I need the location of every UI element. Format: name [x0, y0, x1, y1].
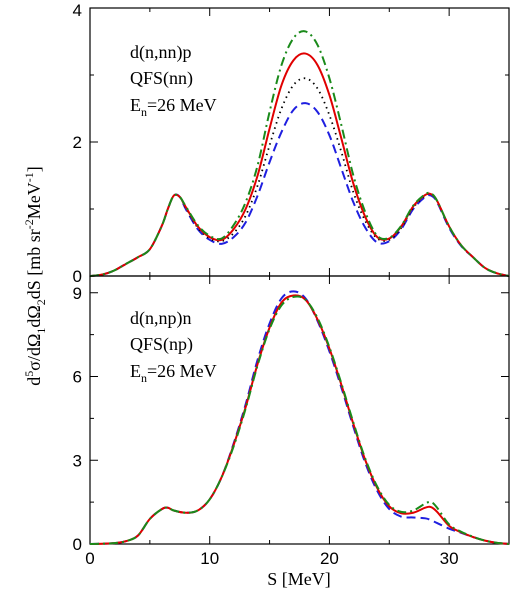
x-axis-label: S [MeV] — [267, 569, 331, 589]
bottom-y-tick-label: 3 — [73, 451, 82, 470]
top-y-tick-label: 4 — [73, 1, 82, 20]
top-annotation-energy: En=26 MeV — [130, 95, 217, 119]
bottom-annotation-reaction: d(n,np)n — [130, 308, 192, 329]
bottom-series — [89, 290, 510, 545]
top-annotation-qfs: QFS(nn) — [130, 68, 193, 89]
bottom-annotation-energy: En=26 MeV — [130, 361, 217, 385]
top-series — [89, 30, 510, 277]
top-ticks: 0 2 4 — [73, 1, 510, 286]
y-axis-label: d5σ/dΩ1dΩ2dS [mb sr-2MeV-1] — [22, 166, 48, 386]
x-tick-label: 10 — [200, 549, 219, 568]
x-tick-label: 20 — [320, 549, 339, 568]
bottom-y-tick-label: 9 — [73, 284, 82, 303]
top-y-tick-label: 2 — [73, 133, 82, 152]
bottom-series-dashdot-line — [89, 295, 510, 545]
top-annotation-reaction: d(n,nn)p — [130, 42, 192, 63]
top-series-dashdot-line — [89, 30, 510, 277]
top-y-tick-label: 0 — [73, 267, 82, 286]
bottom-series-dashed-line — [89, 290, 510, 545]
bottom-panel: 0 10 20 30 0 3 6 9 d(n,np)n QFS(np) En=26 MeV — [73, 275, 510, 568]
bottom-annotation-qfs: QFS(np) — [130, 334, 193, 355]
bottom-y-tick-label: 6 — [73, 368, 82, 387]
x-tick-label: 0 — [85, 549, 94, 568]
top-panel: 0 2 4 d(n,nn)p QFS(nn) En=26 MeV — [73, 1, 510, 286]
bottom-series-solid-line — [89, 294, 510, 545]
x-tick-label: 30 — [440, 549, 459, 568]
bottom-ticks: 0 10 20 30 0 3 6 9 — [73, 276, 510, 568]
bottom-y-tick-label: 0 — [73, 535, 82, 554]
bottom-plot-frame — [89, 275, 510, 545]
top-series-dashed-line — [89, 102, 510, 277]
